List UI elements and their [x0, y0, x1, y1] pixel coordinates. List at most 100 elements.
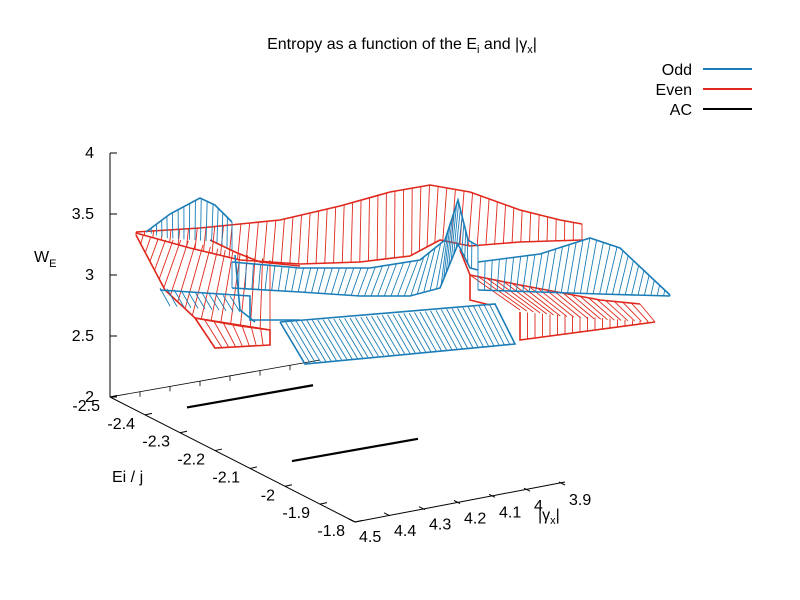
odd-bottom-hatch: [473, 306, 495, 347]
odd-right-hatch: [554, 246, 563, 293]
odd-left-hatch: [187, 290, 199, 309]
even-top-hatch: [324, 208, 328, 264]
odd-right-hatch: [631, 265, 640, 296]
x-tick-label: -2.3: [142, 434, 170, 451]
even-step-line: [459, 249, 491, 306]
odd-mid-hatch: [453, 202, 460, 255]
odd-bottom-hatch: [489, 304, 511, 345]
even-low-left-hatch: [170, 240, 189, 296]
odd-mid-hatch: [344, 267, 355, 296]
odd-bottom-hatch: [376, 315, 400, 355]
x-tick-label: -2.5: [72, 398, 100, 415]
even-low-left-hatch: [259, 258, 263, 329]
odd-right-hatch: [509, 257, 515, 292]
even-top-hatch: [485, 198, 490, 245]
x-tick-mark: [214, 448, 223, 452]
even-low-left-hatch: [184, 244, 204, 309]
even-top-hatch: [546, 216, 549, 242]
odd-bottom-hatch: [306, 320, 332, 362]
odd-step-line: [159, 289, 300, 321]
odd-right-hatch: [650, 280, 655, 296]
odd-bottom-hatch: [494, 303, 516, 345]
odd-mid-hatch: [284, 266, 290, 292]
odd-mid-hatch: [377, 264, 390, 297]
odd-right-hatch: [483, 261, 486, 291]
even-right-hatch: [486, 278, 534, 313]
odd-bottom-hatch: [317, 319, 343, 361]
even-top-hatch: [298, 214, 302, 264]
z-tick-label: 3: [85, 267, 94, 284]
even-top-hatch: [263, 221, 268, 262]
odd-right-back-line: [477, 237, 671, 296]
odd-mid-hatch: [383, 263, 397, 297]
odd-bottom-hatch: [301, 320, 327, 362]
x-tick-mark: [109, 395, 118, 398]
even-low-left-hatch: [140, 235, 144, 244]
odd-bottom-hatch: [381, 315, 406, 355]
even-front-hatch: [203, 319, 223, 348]
odd-peak-hatch: [200, 198, 202, 241]
even-right-hatch: [520, 284, 561, 317]
y-tick-label: 4: [534, 498, 543, 515]
even-front-hatch: [241, 325, 250, 347]
odd-left-hatch: [180, 290, 192, 309]
back-axis-line: [109, 359, 321, 398]
odd-right-hatch: [535, 253, 543, 292]
even-top-hatch: [359, 200, 362, 263]
odd-bottom-hatch: [403, 313, 427, 353]
even-right-hatch: [613, 301, 635, 322]
odd-bottom-hatch: [295, 320, 322, 363]
odd-bottom-hatch: [408, 312, 432, 352]
odd-bottom-hatch: [355, 317, 379, 357]
legend: Odd Even AC: [656, 62, 752, 119]
odd-mid-hatch: [416, 252, 430, 295]
even-top-hatch: [537, 214, 540, 242]
odd-peak-hatch: [216, 208, 219, 243]
even-low-left-hatch: [220, 251, 234, 323]
even-top-hatch: [367, 197, 370, 261]
even-front-hatch: [194, 317, 216, 349]
odd-left-hatch: [229, 295, 241, 313]
odd-right-hatch: [586, 240, 598, 294]
even-right-hatch: [605, 300, 629, 322]
even-low-left-hatch: [154, 239, 166, 271]
odd-mid-hatch: [324, 267, 333, 294]
even-top-hatch: [511, 207, 515, 243]
odd-left-hatch: [222, 294, 234, 312]
odd-mid-hatch: [317, 267, 326, 294]
x-tick-label: -1.8: [317, 523, 345, 540]
even-front-hatch: [222, 322, 237, 348]
odd-mid-hatch: [440, 231, 449, 286]
odd-mid-back-line: [231, 197, 479, 269]
odd-bottom-hatch: [311, 319, 337, 361]
odd-bottom-hatch: [322, 319, 348, 360]
odd-right-hatch: [496, 259, 500, 291]
even-top-hatch: [271, 220, 277, 263]
odd-mid-hatch: [436, 238, 446, 290]
y-tick-mark: [383, 512, 391, 517]
odd-right-hatch: [611, 250, 624, 295]
x-tick-mark: [249, 466, 258, 469]
z-tick-label: 2.5: [72, 328, 94, 345]
even-top-hatch: [306, 212, 311, 264]
even-right-hatch: [571, 294, 602, 320]
odd-mid-hatch: [410, 256, 425, 296]
odd-mid-hatch: [277, 266, 283, 291]
odd-mid-hatch: [330, 267, 340, 295]
even-low-left-hatch: [191, 246, 211, 316]
odd-right-hatch: [547, 248, 557, 293]
odd-right-hatch: [567, 242, 577, 293]
even-low-left-hatch: [144, 237, 152, 253]
y-tick-mark: [558, 481, 566, 486]
even-top-hatch: [194, 228, 198, 250]
odd-bottom-hatch: [398, 313, 421, 353]
even-front-hatch: [260, 328, 264, 346]
x-tick-mark: [284, 484, 293, 487]
odd-right-hatch: [490, 260, 493, 291]
even-right-hatch: [512, 283, 554, 316]
x-tick-mark: [179, 430, 188, 434]
even-top-hatch: [442, 187, 448, 241]
y-tick-label: 4.5: [359, 529, 381, 546]
x-tick-mark: [354, 520, 363, 523]
x-axis-label: Ei / j: [112, 469, 143, 486]
